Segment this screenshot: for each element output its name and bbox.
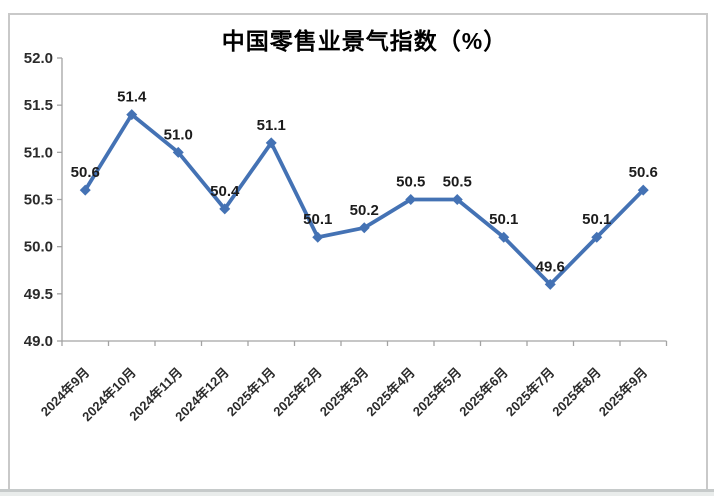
data-point-marker (451, 194, 463, 205)
data-label: 49.6 (536, 258, 565, 275)
data-point-marker (265, 137, 277, 149)
data-point-marker (312, 231, 324, 243)
y-tick-label: 51.5 (24, 97, 53, 114)
data-point-marker (358, 222, 370, 234)
x-tick-label: 2025年2月 (270, 365, 325, 420)
data-label: 51.0 (164, 126, 193, 143)
x-tick-label: 2025年9月 (596, 365, 651, 420)
data-point-marker (219, 203, 231, 215)
y-tick-label: 50.0 (24, 239, 53, 256)
data-label: 51.4 (117, 89, 147, 106)
x-tick-label: 2025年1月 (224, 365, 279, 420)
data-point-marker (405, 194, 417, 205)
data-label: 51.1 (257, 117, 286, 134)
data-point-marker (79, 184, 91, 196)
data-label: 50.6 (629, 164, 658, 181)
data-point-marker (637, 184, 649, 196)
x-tick-label: 2025年6月 (456, 365, 511, 420)
y-tick-label: 49.5 (24, 286, 53, 303)
y-tick-label: 51.0 (24, 144, 53, 161)
data-label: 50.1 (303, 211, 332, 228)
data-point-marker (498, 231, 510, 243)
chart-frame (8, 13, 708, 491)
x-tick-label: 2025年5月 (410, 365, 465, 420)
y-tick-label: 52.0 (24, 50, 53, 67)
data-label: 50.5 (443, 174, 472, 191)
data-point-marker (172, 146, 184, 158)
x-tick-label: 2025年7月 (503, 365, 558, 420)
x-tick-label: 2025年8月 (549, 365, 604, 420)
data-label: 50.1 (582, 211, 611, 228)
data-point-marker (591, 231, 603, 243)
chart-title: 中国零售业景气指数（%） (221, 28, 508, 54)
data-label: 50.4 (210, 183, 240, 200)
data-point-marker (544, 278, 556, 290)
data-point-marker (126, 109, 138, 121)
x-tick-label: 2025年3月 (317, 365, 372, 420)
bottom-divider (0, 489, 714, 492)
data-label: 50.6 (71, 164, 100, 181)
data-label: 50.1 (489, 211, 518, 228)
data-label: 50.2 (350, 202, 379, 219)
data-label: 50.5 (396, 174, 425, 191)
x-tick-label: 2025年4月 (363, 365, 418, 420)
y-tick-label: 50.5 (24, 192, 53, 209)
y-tick-label: 49.0 (24, 333, 53, 350)
bottom-divider-shadow (0, 492, 714, 496)
